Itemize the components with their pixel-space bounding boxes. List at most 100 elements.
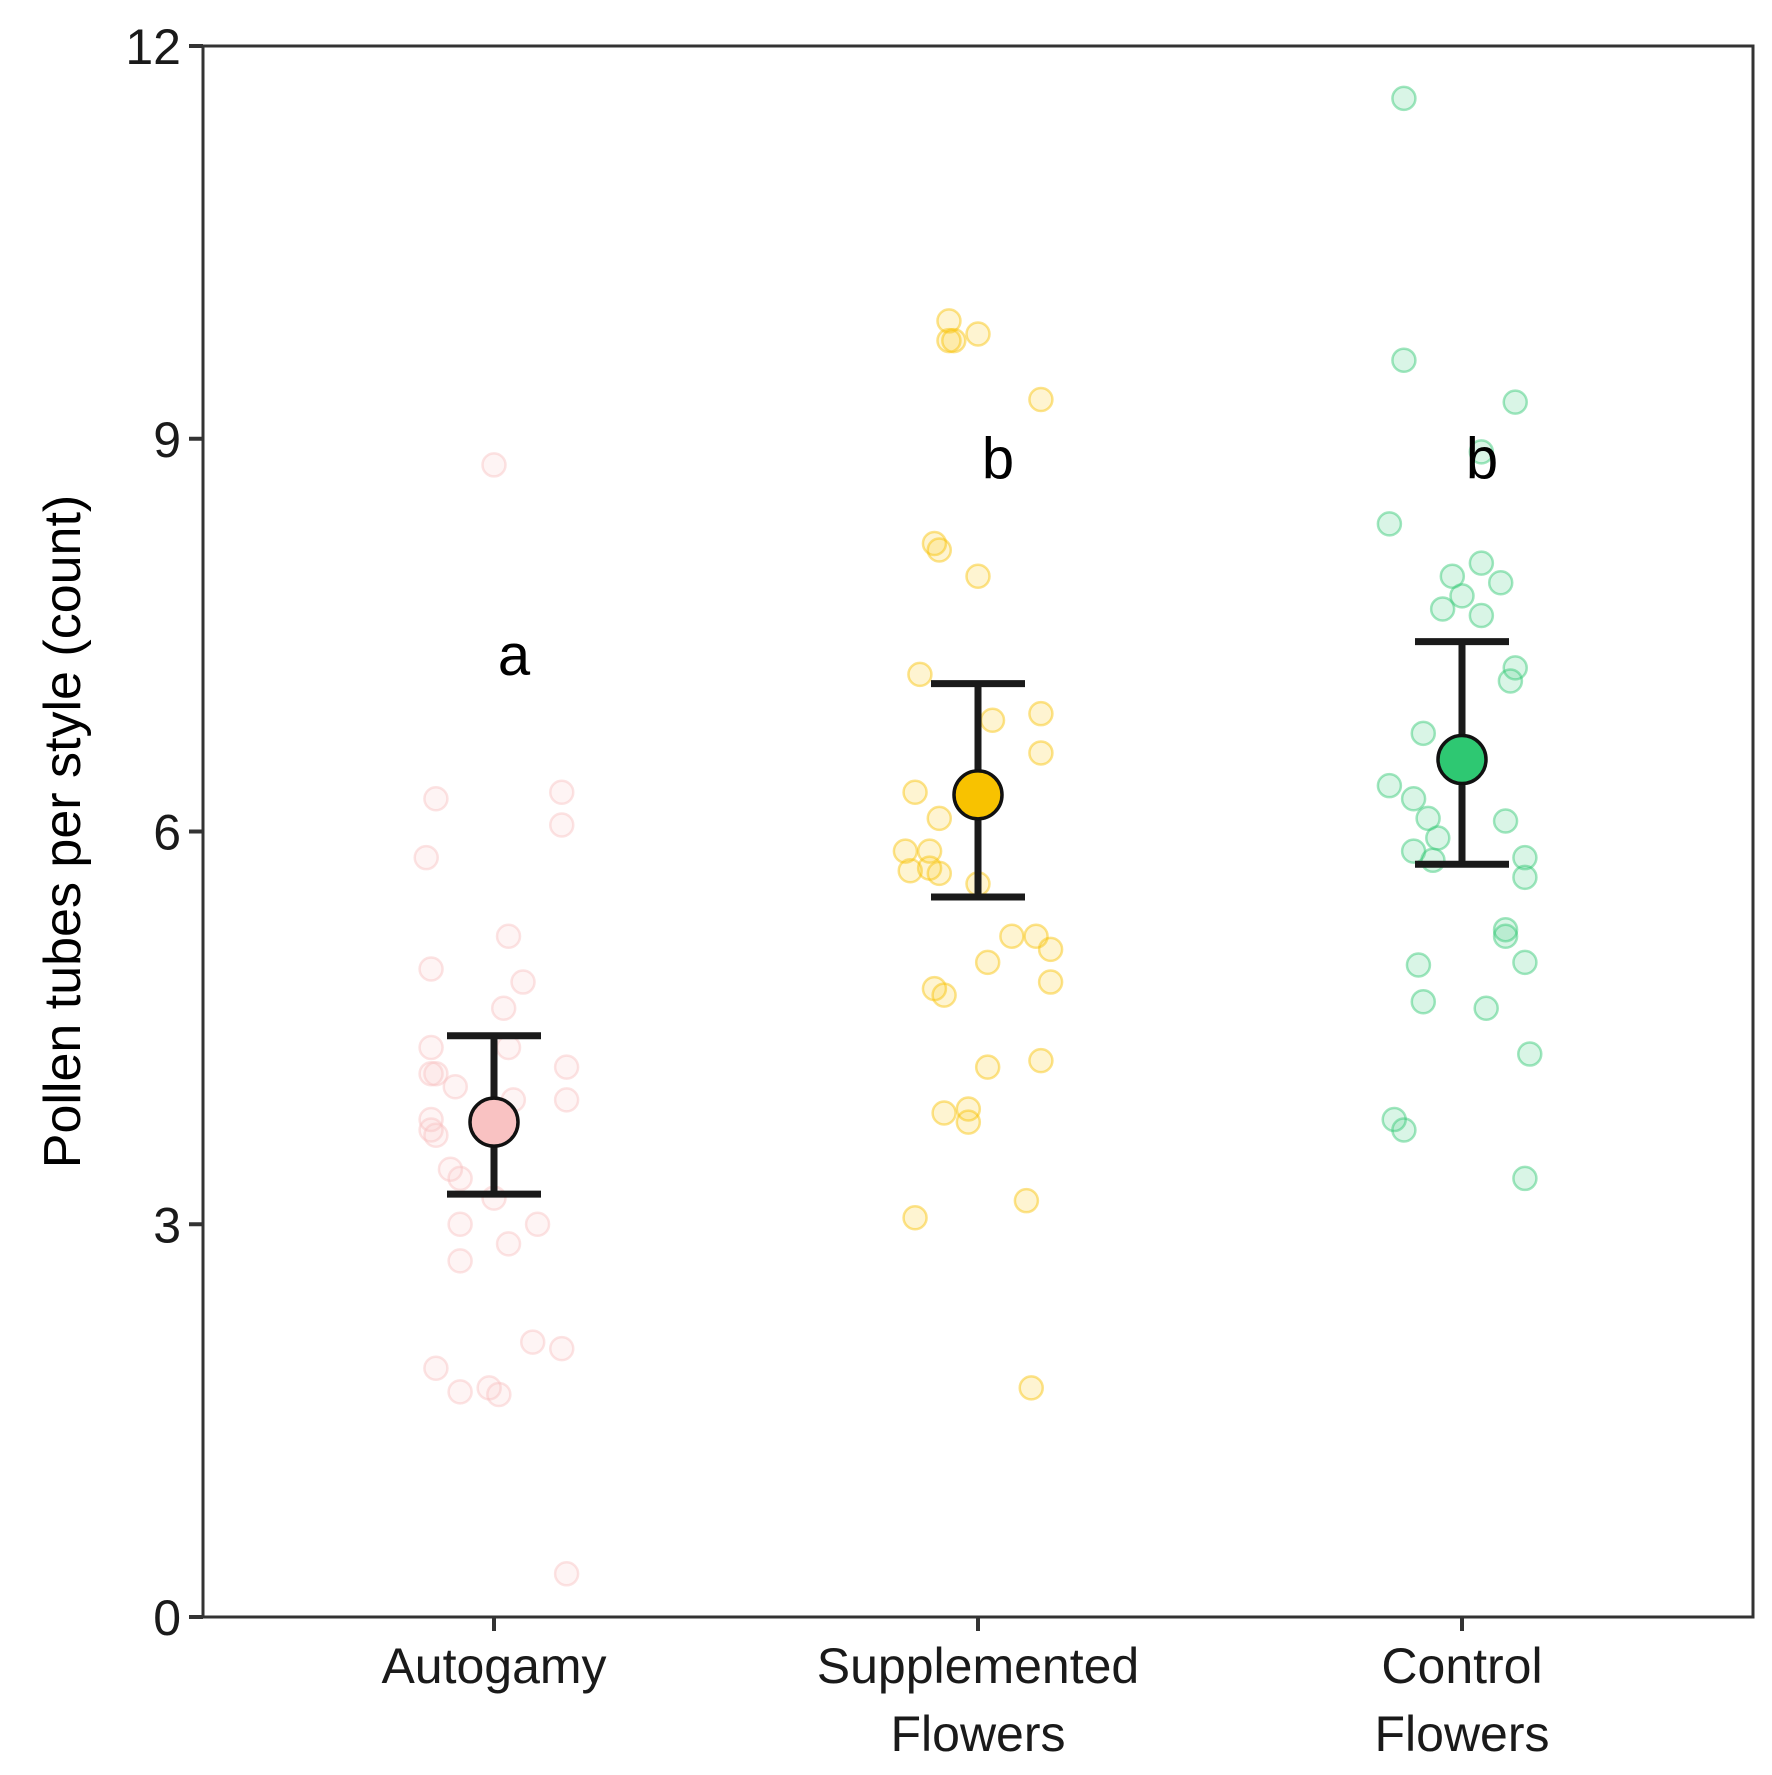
data-point — [974, 949, 1001, 976]
data-point — [1512, 864, 1538, 891]
data-point — [1381, 1106, 1407, 1133]
data-point — [418, 956, 444, 982]
data-point — [1502, 389, 1528, 415]
data-point — [418, 1106, 444, 1133]
significance-letter: b — [1466, 426, 1498, 491]
data-point — [1415, 805, 1441, 832]
summaries — [447, 638, 1509, 1198]
data-point — [916, 855, 943, 881]
data-point — [936, 327, 962, 354]
data-point — [1492, 923, 1519, 949]
data-point — [1487, 570, 1514, 596]
data-point — [1410, 720, 1437, 747]
significance-letter: b — [982, 426, 1014, 491]
data-point — [423, 1355, 449, 1382]
data-point — [447, 1248, 473, 1274]
data-point — [1023, 923, 1049, 949]
data-point — [553, 1561, 580, 1587]
x-tick-label: Flowers — [890, 1706, 1065, 1762]
data-point — [1492, 916, 1519, 943]
data-point — [423, 786, 449, 812]
data-point — [549, 779, 575, 805]
mean-point — [952, 769, 1004, 821]
data-point — [1425, 825, 1451, 851]
y-axis-title: Pollen tubes per style (count) — [34, 495, 92, 1168]
data-point — [1400, 786, 1427, 812]
y-tick-label: 6 — [153, 805, 181, 861]
data-point — [423, 1060, 449, 1087]
data-point — [907, 661, 933, 688]
data-point — [921, 530, 948, 557]
data-point — [418, 1034, 444, 1061]
data-point — [1468, 550, 1495, 576]
data-point — [926, 805, 953, 832]
data-point — [519, 1329, 546, 1355]
data-point — [1391, 347, 1417, 373]
y-tick-label: 0 — [153, 1590, 181, 1646]
significance-letters: a b b — [498, 426, 1498, 687]
data-point — [916, 838, 943, 864]
data-point — [1439, 563, 1466, 589]
data-point — [955, 1109, 982, 1135]
significance-letter: a — [498, 623, 531, 688]
data-point — [1405, 952, 1432, 978]
data-point — [1429, 596, 1456, 622]
data-point — [418, 1117, 444, 1143]
data-point — [524, 1211, 551, 1237]
data-point — [1497, 668, 1524, 694]
data-point — [437, 1156, 464, 1183]
data-point — [413, 844, 439, 871]
data-point — [941, 327, 967, 354]
x-tick-label: Supplemented — [817, 1638, 1139, 1694]
data-point — [1502, 655, 1528, 681]
data-point — [1492, 808, 1519, 834]
data-point — [442, 1074, 469, 1100]
data-point — [926, 537, 953, 563]
data-point — [1391, 1117, 1417, 1143]
data-point — [1517, 1041, 1543, 1067]
raw-points — [413, 85, 1543, 1587]
x-tick-label: Control — [1381, 1638, 1542, 1694]
data-point — [447, 1211, 473, 1237]
data-point — [1013, 1187, 1040, 1214]
data-point — [481, 452, 507, 478]
data-point — [1028, 1047, 1054, 1074]
y-tick-label: 3 — [153, 1197, 181, 1253]
data-point — [965, 321, 991, 347]
x-tick-label: Autogamy — [381, 1638, 606, 1694]
x-axis: Autogamy Supplemented Flowers Control Flower… — [381, 1617, 1550, 1762]
data-point — [1468, 602, 1495, 629]
data-point — [549, 1335, 575, 1362]
data-point — [1449, 583, 1475, 609]
data-point — [486, 1381, 512, 1408]
data-point — [1376, 772, 1403, 799]
data-point — [1037, 969, 1064, 995]
data-point — [1410, 988, 1437, 1015]
data-point — [926, 860, 953, 887]
data-point — [447, 1379, 473, 1405]
data-point — [897, 858, 923, 884]
data-point — [1028, 740, 1054, 766]
data-point — [510, 969, 536, 995]
mean-point — [1436, 733, 1488, 786]
data-point — [931, 1100, 957, 1126]
data-point — [490, 995, 517, 1021]
data-point — [936, 308, 962, 334]
data-point — [979, 707, 1006, 733]
data-point — [495, 923, 522, 949]
y-tick-label: 12 — [125, 19, 181, 75]
data-point — [1028, 700, 1054, 727]
data-point — [1512, 1165, 1538, 1192]
data-point — [1376, 511, 1403, 537]
data-point — [423, 1122, 449, 1148]
mean-point — [468, 1096, 520, 1148]
data-point — [495, 1034, 522, 1061]
data-point — [965, 563, 991, 589]
data-point — [1512, 844, 1538, 871]
data-point — [902, 1204, 928, 1231]
data-point — [1391, 85, 1417, 112]
data-point — [921, 975, 948, 1002]
data-point — [1400, 838, 1427, 864]
data-point — [955, 1096, 982, 1122]
